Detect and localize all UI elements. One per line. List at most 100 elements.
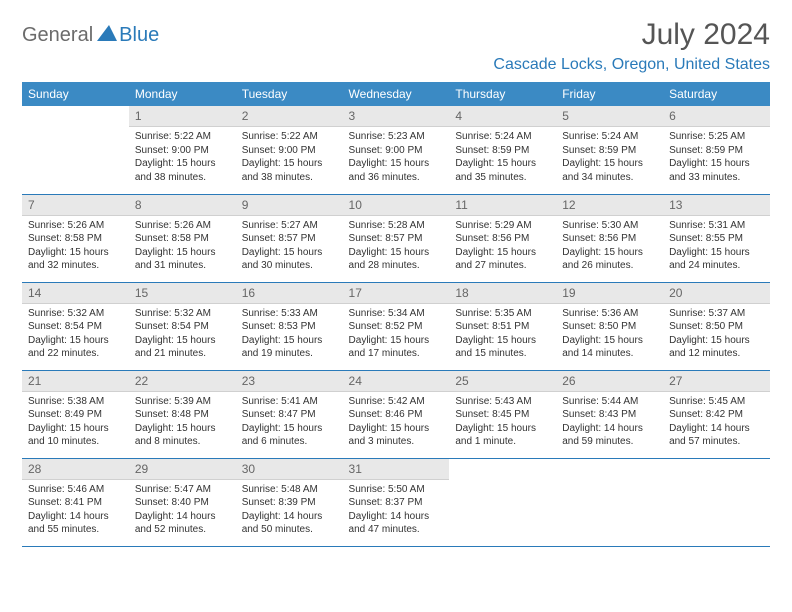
calendar-day-cell: 4Sunrise: 5:24 AMSunset: 8:59 PMDaylight… <box>449 106 556 194</box>
day-details: Sunrise: 5:50 AMSunset: 8:37 PMDaylight:… <box>343 480 450 543</box>
daylight-line: Daylight: 15 hours and 17 minutes. <box>349 334 444 361</box>
daylight-line: Daylight: 15 hours and 35 minutes. <box>455 157 550 184</box>
sunset-line: Sunset: 8:51 PM <box>455 320 550 334</box>
sunset-line: Sunset: 8:56 PM <box>455 232 550 246</box>
sunset-line: Sunset: 9:00 PM <box>242 144 337 158</box>
calendar-day-cell: 26Sunrise: 5:44 AMSunset: 8:43 PMDayligh… <box>556 370 663 458</box>
weekday-header: Sunday <box>22 82 129 106</box>
sunset-line: Sunset: 8:58 PM <box>28 232 123 246</box>
calendar-day-cell: 31Sunrise: 5:50 AMSunset: 8:37 PMDayligh… <box>343 458 450 546</box>
sunrise-line: Sunrise: 5:30 AM <box>562 219 657 233</box>
sunrise-line: Sunrise: 5:22 AM <box>135 130 230 144</box>
sunrise-line: Sunrise: 5:47 AM <box>135 483 230 497</box>
calendar-day-cell: 20Sunrise: 5:37 AMSunset: 8:50 PMDayligh… <box>663 282 770 370</box>
calendar-empty-cell <box>449 458 556 546</box>
calendar-day-cell: 13Sunrise: 5:31 AMSunset: 8:55 PMDayligh… <box>663 194 770 282</box>
calendar-day-cell: 23Sunrise: 5:41 AMSunset: 8:47 PMDayligh… <box>236 370 343 458</box>
daylight-line: Daylight: 14 hours and 57 minutes. <box>669 422 764 449</box>
weekday-header: Thursday <box>449 82 556 106</box>
day-number: 6 <box>663 106 770 127</box>
calendar-day-cell: 3Sunrise: 5:23 AMSunset: 9:00 PMDaylight… <box>343 106 450 194</box>
calendar-day-cell: 29Sunrise: 5:47 AMSunset: 8:40 PMDayligh… <box>129 458 236 546</box>
logo-text-blue: Blue <box>119 24 159 47</box>
day-number: 26 <box>556 371 663 392</box>
day-number: 30 <box>236 459 343 480</box>
day-number: 1 <box>129 106 236 127</box>
daylight-line: Daylight: 15 hours and 27 minutes. <box>455 246 550 273</box>
day-details: Sunrise: 5:30 AMSunset: 8:56 PMDaylight:… <box>556 216 663 279</box>
day-number: 29 <box>129 459 236 480</box>
daylight-line: Daylight: 14 hours and 55 minutes. <box>28 510 123 537</box>
sunset-line: Sunset: 8:49 PM <box>28 408 123 422</box>
calendar-week-row: 28Sunrise: 5:46 AMSunset: 8:41 PMDayligh… <box>22 458 770 546</box>
sunrise-line: Sunrise: 5:45 AM <box>669 395 764 409</box>
day-number: 4 <box>449 106 556 127</box>
calendar-table: SundayMondayTuesdayWednesdayThursdayFrid… <box>22 82 770 547</box>
day-details: Sunrise: 5:29 AMSunset: 8:56 PMDaylight:… <box>449 216 556 279</box>
calendar-day-cell: 9Sunrise: 5:27 AMSunset: 8:57 PMDaylight… <box>236 194 343 282</box>
day-details: Sunrise: 5:26 AMSunset: 8:58 PMDaylight:… <box>129 216 236 279</box>
calendar-day-cell: 8Sunrise: 5:26 AMSunset: 8:58 PMDaylight… <box>129 194 236 282</box>
logo-triangle-icon <box>97 25 117 46</box>
sunset-line: Sunset: 8:59 PM <box>562 144 657 158</box>
day-details: Sunrise: 5:32 AMSunset: 8:54 PMDaylight:… <box>129 304 236 367</box>
calendar-week-row: 21Sunrise: 5:38 AMSunset: 8:49 PMDayligh… <box>22 370 770 458</box>
day-number: 25 <box>449 371 556 392</box>
calendar-day-cell: 17Sunrise: 5:34 AMSunset: 8:52 PMDayligh… <box>343 282 450 370</box>
sunset-line: Sunset: 8:55 PM <box>669 232 764 246</box>
sunrise-line: Sunrise: 5:34 AM <box>349 307 444 321</box>
daylight-line: Daylight: 15 hours and 22 minutes. <box>28 334 123 361</box>
daylight-line: Daylight: 15 hours and 19 minutes. <box>242 334 337 361</box>
daylight-line: Daylight: 15 hours and 15 minutes. <box>455 334 550 361</box>
day-details: Sunrise: 5:34 AMSunset: 8:52 PMDaylight:… <box>343 304 450 367</box>
day-number: 8 <box>129 195 236 216</box>
day-number: 10 <box>343 195 450 216</box>
sunrise-line: Sunrise: 5:50 AM <box>349 483 444 497</box>
calendar-day-cell: 15Sunrise: 5:32 AMSunset: 8:54 PMDayligh… <box>129 282 236 370</box>
day-details: Sunrise: 5:39 AMSunset: 8:48 PMDaylight:… <box>129 392 236 455</box>
day-number: 9 <box>236 195 343 216</box>
day-number: 28 <box>22 459 129 480</box>
sunset-line: Sunset: 8:42 PM <box>669 408 764 422</box>
daylight-line: Daylight: 15 hours and 34 minutes. <box>562 157 657 184</box>
calendar-day-cell: 12Sunrise: 5:30 AMSunset: 8:56 PMDayligh… <box>556 194 663 282</box>
day-details: Sunrise: 5:36 AMSunset: 8:50 PMDaylight:… <box>556 304 663 367</box>
logo: General Blue <box>22 18 159 47</box>
weekday-header: Friday <box>556 82 663 106</box>
daylight-line: Daylight: 14 hours and 52 minutes. <box>135 510 230 537</box>
sunrise-line: Sunrise: 5:36 AM <box>562 307 657 321</box>
calendar-day-cell: 22Sunrise: 5:39 AMSunset: 8:48 PMDayligh… <box>129 370 236 458</box>
sunrise-line: Sunrise: 5:32 AM <box>135 307 230 321</box>
day-number: 5 <box>556 106 663 127</box>
calendar-day-cell: 25Sunrise: 5:43 AMSunset: 8:45 PMDayligh… <box>449 370 556 458</box>
sunrise-line: Sunrise: 5:38 AM <box>28 395 123 409</box>
month-title: July 2024 <box>493 18 770 52</box>
calendar-day-cell: 16Sunrise: 5:33 AMSunset: 8:53 PMDayligh… <box>236 282 343 370</box>
day-details: Sunrise: 5:44 AMSunset: 8:43 PMDaylight:… <box>556 392 663 455</box>
sunset-line: Sunset: 8:59 PM <box>455 144 550 158</box>
day-details: Sunrise: 5:26 AMSunset: 8:58 PMDaylight:… <box>22 216 129 279</box>
day-details: Sunrise: 5:42 AMSunset: 8:46 PMDaylight:… <box>343 392 450 455</box>
day-number: 12 <box>556 195 663 216</box>
daylight-line: Daylight: 14 hours and 47 minutes. <box>349 510 444 537</box>
day-number: 31 <box>343 459 450 480</box>
calendar-day-cell: 28Sunrise: 5:46 AMSunset: 8:41 PMDayligh… <box>22 458 129 546</box>
daylight-line: Daylight: 14 hours and 59 minutes. <box>562 422 657 449</box>
calendar-day-cell: 24Sunrise: 5:42 AMSunset: 8:46 PMDayligh… <box>343 370 450 458</box>
sunset-line: Sunset: 8:39 PM <box>242 496 337 510</box>
daylight-line: Daylight: 15 hours and 36 minutes. <box>349 157 444 184</box>
calendar-empty-cell <box>22 106 129 194</box>
sunrise-line: Sunrise: 5:29 AM <box>455 219 550 233</box>
calendar-day-cell: 18Sunrise: 5:35 AMSunset: 8:51 PMDayligh… <box>449 282 556 370</box>
sunrise-line: Sunrise: 5:48 AM <box>242 483 337 497</box>
calendar-week-row: 1 Sunrise: 5:22 AM Sunset: 9:00 PM Daylight… <box>22 106 770 194</box>
sunset-line: Sunset: 8:45 PM <box>455 408 550 422</box>
page-header: General Blue July 2024 Cascade Locks, Or… <box>22 18 770 74</box>
sunrise-line: Sunrise: 5:25 AM <box>669 130 764 144</box>
day-details: Sunrise: 5:28 AMSunset: 8:57 PMDaylight:… <box>343 216 450 279</box>
sunrise-line: Sunrise: 5:26 AM <box>135 219 230 233</box>
daylight-line: Daylight: 15 hours and 30 minutes. <box>242 246 337 273</box>
day-number: 18 <box>449 283 556 304</box>
sunset-line: Sunset: 8:50 PM <box>562 320 657 334</box>
sunset-line: Sunset: 8:54 PM <box>135 320 230 334</box>
